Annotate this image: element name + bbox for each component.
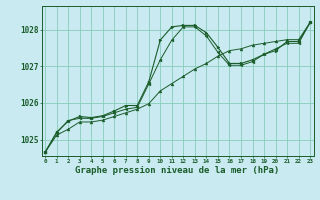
X-axis label: Graphe pression niveau de la mer (hPa): Graphe pression niveau de la mer (hPa)	[76, 166, 280, 175]
